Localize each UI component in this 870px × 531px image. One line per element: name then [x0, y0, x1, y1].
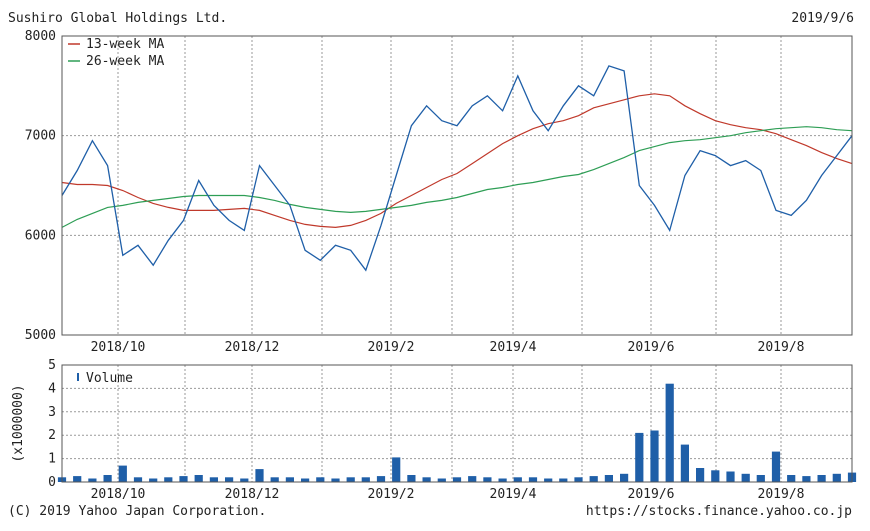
- volume-bar: [346, 477, 355, 482]
- volume-x-tick-label: 2018/10: [91, 487, 146, 502]
- volume-bar: [574, 477, 583, 482]
- volume-bar: [316, 477, 325, 482]
- volume-bar: [589, 476, 598, 482]
- volume-bar: [149, 478, 158, 482]
- price-line: [61, 65, 853, 272]
- volume-bar: [513, 477, 522, 482]
- volume-bar: [392, 457, 401, 482]
- volume-bar: [301, 478, 310, 482]
- legend-label: Volume: [86, 371, 133, 386]
- volume-bar: [73, 476, 82, 482]
- price-frame: [61, 35, 853, 336]
- copyright-text: (C) 2019 Yahoo Japan Corporation.: [8, 504, 267, 519]
- volume-y-tick-label: 5: [48, 358, 56, 373]
- volume-bar: [376, 476, 386, 482]
- volume-y-tick-label: 2: [48, 428, 56, 443]
- volume-x-tick-label: 2019/8: [758, 487, 805, 502]
- volume-bar: [118, 465, 127, 482]
- company-name: Sushiro Global Holdings Ltd.: [8, 11, 228, 26]
- volume-bar: [179, 476, 188, 482]
- volume-bar: [650, 430, 659, 482]
- volume-bar: [544, 478, 553, 482]
- volume-bar: [832, 473, 841, 482]
- volume-bar: [620, 473, 629, 482]
- chart-date: 2019/9/6: [791, 11, 854, 26]
- volume-y-axis-label: (x1000000): [11, 384, 26, 462]
- legend-label: 13-week MA: [86, 37, 164, 52]
- volume-y-tick-label: 1: [48, 452, 56, 467]
- volume-y-tick-label: 4: [48, 381, 56, 396]
- volume-bar: [285, 477, 294, 482]
- volume-x-tick-label: 2019/2: [368, 487, 415, 502]
- price-y-tick-label: 6000: [25, 228, 56, 243]
- volume-bar: [604, 475, 613, 482]
- volume-bar: [559, 478, 568, 482]
- volume-bar: [665, 383, 674, 482]
- volume-bar: [726, 471, 735, 482]
- volume-bar: [756, 475, 765, 482]
- price-y-tick-label: 8000: [25, 29, 56, 44]
- volume-bar: [498, 478, 507, 482]
- source-url: https://stocks.finance.yahoo.co.jp: [585, 504, 852, 519]
- volume-bar: [270, 477, 279, 482]
- volume-bar: [422, 477, 431, 482]
- volume-bar: [407, 475, 416, 482]
- price-x-tick-label: 2018/12: [225, 340, 280, 355]
- volume-bar: [528, 477, 538, 482]
- volume-bar: [817, 475, 826, 482]
- price-panel: 5000 6000 7000 8000 2018/10 2018/12 2019/2 2019…: [25, 29, 853, 355]
- volume-bar: [225, 477, 234, 482]
- volume-bar: [133, 477, 143, 482]
- volume-bar: [635, 432, 644, 482]
- volume-bar: [680, 444, 689, 482]
- volume-x-tick-label: 2018/12: [225, 487, 280, 502]
- volume-bar: [194, 475, 203, 482]
- volume-frame: [61, 364, 853, 483]
- ma26-line: [61, 126, 853, 228]
- price-x-tick-label: 2019/4: [490, 340, 537, 355]
- volume-x-tick-label: 2019/4: [490, 487, 537, 502]
- ma13-line: [61, 93, 853, 229]
- volume-bar: [331, 478, 340, 482]
- volume-bar: [164, 477, 173, 482]
- price-x-tick-label: 2019/2: [368, 340, 415, 355]
- volume-bar: [711, 470, 720, 482]
- volume-y-tick-label: 3: [48, 405, 56, 420]
- volume-bar: [802, 476, 811, 482]
- price-x-tick-label: 2018/10: [91, 340, 146, 355]
- volume-bar: [240, 478, 249, 482]
- volume-bar: [361, 477, 370, 482]
- volume-bar: [787, 475, 796, 482]
- volume-bar: [741, 473, 750, 482]
- volume-bar: [255, 469, 264, 482]
- volume-panel: 0 1 2 3 4 5 2018/10 2018/12 2019/2 2019/4 2019/6 20…: [11, 358, 857, 502]
- volume-x-tick-label: 2019/6: [628, 487, 675, 502]
- price-x-tick-label: 2019/6: [628, 340, 675, 355]
- volume-y-tick-label: 0: [48, 475, 56, 490]
- volume-bar: [88, 478, 97, 482]
- legend-label: 26-week MA: [86, 54, 164, 69]
- price-y-tick-label: 7000: [25, 129, 56, 144]
- volume-bar: [437, 478, 446, 482]
- volume-bar: [468, 476, 477, 482]
- price-y-tick-label: 5000: [25, 328, 56, 343]
- volume-bar: [771, 451, 781, 482]
- volume-bar: [483, 477, 492, 482]
- volume-bar: [452, 477, 462, 482]
- volume-bar: [209, 477, 218, 482]
- volume-bar: [696, 468, 705, 482]
- volume-bar: [103, 475, 112, 482]
- price-x-tick-label: 2019/8: [758, 340, 805, 355]
